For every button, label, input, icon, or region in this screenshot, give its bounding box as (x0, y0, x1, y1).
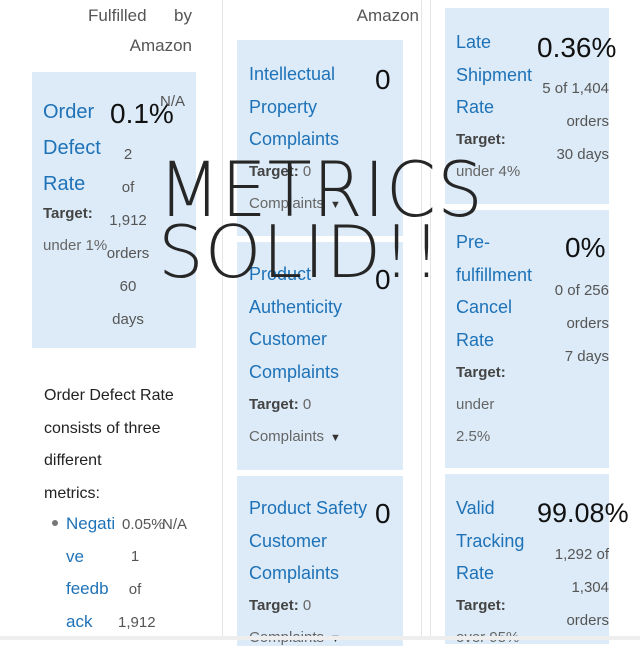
late-shipment-detail: 5 of 1,404 orders 30 days (542, 80, 609, 163)
odr-value: 0.1% (110, 98, 174, 129)
negative-feedback-value: 0.05% (122, 516, 165, 533)
pre-fulfillment-cancel-label[interactable]: Pre- fulfillment Cancel Rate (456, 232, 533, 350)
valid-tracking-detail: 1,292 of 1,304 orders (554, 546, 609, 629)
product-authenticity-value: 0 (375, 264, 391, 295)
policy-compliance-column: Amazon Intellectual Property Complaints … (222, 0, 422, 646)
product-safety-label[interactable]: Product Safety Customer Complaints (249, 498, 368, 583)
ip-complaints-value: 0 (375, 64, 391, 95)
ip-complaints-target: Target: 0 Complaints ▼ (249, 156, 341, 221)
odr-na: N/A (160, 93, 186, 110)
pre-fulfillment-cancel-target: Target: under 2.5% (456, 364, 506, 445)
product-authenticity-dropdown[interactable]: Complaints ▼ (249, 428, 341, 445)
odr-label[interactable]: Order Defect Rate (43, 101, 101, 195)
product-safety-target: Target: 0 Complaints▼ (249, 590, 341, 655)
bullet-dot-icon (52, 520, 58, 526)
ip-complaints-card: Intellectual Property Complaints 0 Targe… (237, 40, 403, 236)
pre-fulfillment-cancel-value: 0% (565, 232, 606, 263)
odr-target: Target: under 1% (43, 205, 108, 254)
bottom-divider (0, 636, 640, 640)
late-shipment-rate-card: Late Shipment Rate 0.36% 5 of 1,404 orde… (445, 8, 616, 204)
column-header-by: by (174, 6, 192, 25)
valid-tracking-target: Target: over 95% (456, 597, 519, 646)
shipping-performance-column: Late Shipment Rate 0.36% 5 of 1,404 orde… (430, 0, 640, 646)
product-authenticity-label[interactable]: Product Authenticity Customer Complaints (249, 264, 343, 382)
caret-down-icon: ▼ (330, 432, 341, 444)
late-shipment-value: 0.36% (537, 32, 617, 63)
pre-fulfillment-cancel-rate-card: Pre- fulfillment Cancel Rate 0% 0 of 256… (445, 210, 609, 468)
negative-feedback-detail: 1 of 1,912 (118, 548, 156, 631)
valid-tracking-rate-card: Valid Tracking Rate 99.08% 1,292 of 1,30… (445, 474, 629, 646)
order-defect-rate-card: Order Defect Rate 0.1% N/A 2 of 1,912 or… (32, 72, 196, 348)
product-authenticity-target: Target: 0 Complaints ▼ (249, 389, 341, 454)
valid-tracking-label[interactable]: Valid Tracking Rate (456, 498, 525, 583)
valid-tracking-value: 99.08% (537, 498, 629, 528)
odr-description: Order Defect Rate consists of three diff… (44, 387, 174, 502)
column-header-fulfilled: Fulfilled (88, 6, 147, 25)
negative-feedback-na: N/A (162, 516, 188, 533)
negative-feedback-link[interactable]: Negati ve feedb ack (66, 514, 116, 631)
pre-fulfillment-cancel-detail: 0 of 256 orders 7 days (554, 282, 609, 365)
ip-complaints-label[interactable]: Intellectual Property Complaints (249, 64, 340, 149)
fulfilled-by-amazon-column: Fulfilled by Amazon Order Defect Rate 0.… (0, 0, 212, 640)
product-authenticity-card: Product Authenticity Customer Complaints… (237, 242, 403, 470)
ip-complaints-dropdown[interactable]: Complaints ▼ (249, 195, 341, 212)
late-shipment-label[interactable]: Late Shipment Rate (456, 32, 533, 117)
column-header-amazon: Amazon (129, 36, 192, 55)
caret-down-icon: ▼ (330, 199, 341, 211)
product-safety-value: 0 (375, 498, 391, 529)
column-header-amazon: Amazon (356, 6, 419, 25)
late-shipment-target: Target: under 4% (456, 131, 521, 180)
odr-detail: 2 of 1,912 orders 60 days (106, 146, 150, 328)
product-safety-card: Product Safety Customer Complaints 0 Tar… (237, 476, 403, 646)
